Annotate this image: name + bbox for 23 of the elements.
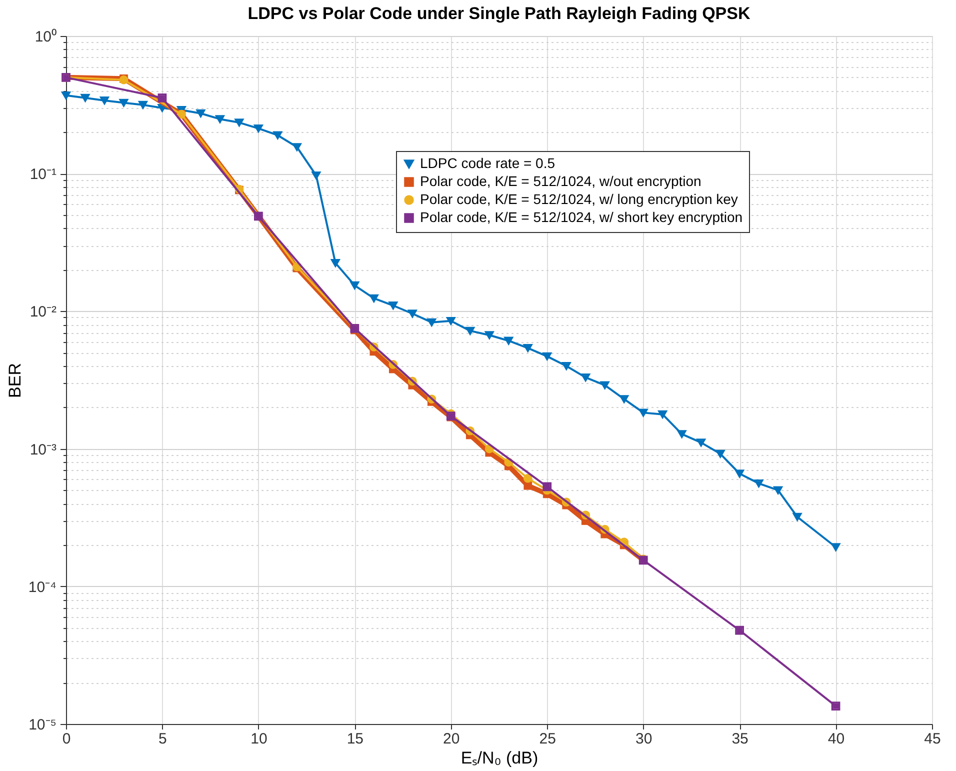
x-tick-label: 40 [828,730,845,748]
y-tick-label: 10⁻⁴ [28,578,56,596]
x-tick-label: 45 [924,730,941,748]
x-tick-label: 10 [250,730,268,748]
y-tick-label: 10⁻² [30,304,56,321]
x-tick-label: 30 [635,730,652,748]
legend-label: Polar code, K/E = 512/1024, w/out encryption [420,173,702,189]
x-tick-label: 35 [732,730,748,748]
y-tick-label: 10⁻⁵ [28,716,56,734]
y-tick-label: 10⁰ [34,28,56,46]
x-tick-label: 5 [158,730,167,748]
x-axis-title: Eₛ/N₀ (dB) [460,748,538,768]
x-tick-label: 0 [62,730,71,748]
legend-label: LDPC code rate = 0.5 [420,155,556,171]
x-tick-label: 25 [539,730,556,748]
x-tick-label: 20 [443,730,460,748]
x-tick-label: 15 [346,730,364,748]
y-axis-title: BER [5,363,24,398]
legend-label: Polar code, K/E = 512/1024, w/ long encryption key [420,191,738,207]
y-tick-label: 10⁻¹ [30,166,56,184]
chart-title: LDPC vs Polar Code under Single Path Rayleigh Fading QPSK [248,4,751,23]
y-tick-label: 10⁻³ [30,441,56,458]
legend-label: Polar code, K/E = 512/1024, w/ short key encryption [420,209,743,225]
